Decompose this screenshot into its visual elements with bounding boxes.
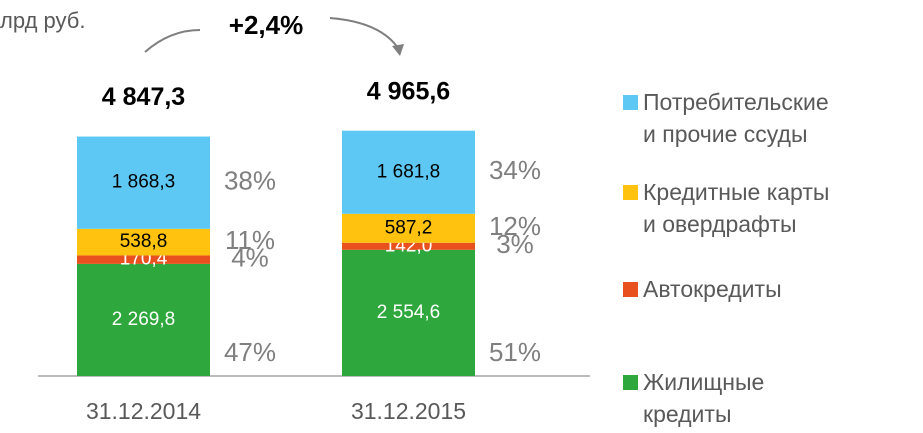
value-label: 2 554,6: [377, 302, 440, 323]
legend-swatch: [623, 282, 638, 297]
bar-segment: [77, 136, 210, 229]
value-label: 1 681,8: [377, 161, 440, 182]
legend-item: Кредитные карты и овердрафты: [623, 176, 829, 240]
bar-segment: [77, 263, 210, 376]
total-label: 4 965,6: [367, 77, 450, 105]
share-label: 47%: [224, 337, 276, 367]
share-label: 12%: [489, 211, 541, 241]
legend-label: Жилищные кредиты: [643, 369, 765, 427]
legend-swatch: [623, 95, 638, 110]
arrow: [329, 17, 399, 49]
x-tick-label: 31.12.2015: [351, 398, 466, 424]
bar-segment: [342, 213, 475, 243]
legend-swatch: [623, 375, 638, 390]
unit-label: лрд руб.: [0, 8, 85, 33]
growth-label: +2,4%: [229, 10, 303, 40]
legend-item: Жилищные кредиты: [623, 366, 764, 430]
legend-swatch: [623, 185, 638, 200]
total-label: 4 847,3: [102, 83, 185, 111]
share-label: 3%: [496, 229, 534, 259]
value-label: 587,2: [385, 217, 433, 238]
value-label: 1 868,3: [112, 172, 175, 193]
x-tick-label: 31.12.2014: [86, 398, 201, 424]
bar-segment: [342, 242, 475, 250]
value-label: 2 269,8: [112, 309, 175, 330]
legend-label: Потребительские и прочие ссуды: [643, 89, 829, 147]
bar-segment: [342, 249, 475, 376]
legend-item: Потребительские и прочие ссуды: [623, 86, 829, 150]
share-label: 38%: [224, 166, 276, 196]
share-label: 34%: [489, 155, 541, 185]
bar-segment: [77, 255, 210, 264]
share-label: 11%: [225, 225, 275, 255]
bar-segment: [342, 130, 475, 214]
legend-label: Кредитные карты и овердрафты: [643, 179, 830, 237]
value-label: 538,8: [120, 231, 168, 252]
legend-item: Автокредиты: [623, 273, 782, 305]
arrow-head: [392, 44, 404, 56]
share-label: 4%: [231, 243, 269, 273]
arrow: [144, 29, 201, 53]
legend-label: Автокредиты: [643, 276, 782, 302]
share-label: 51%: [489, 337, 541, 367]
bar-segment: [77, 228, 210, 256]
